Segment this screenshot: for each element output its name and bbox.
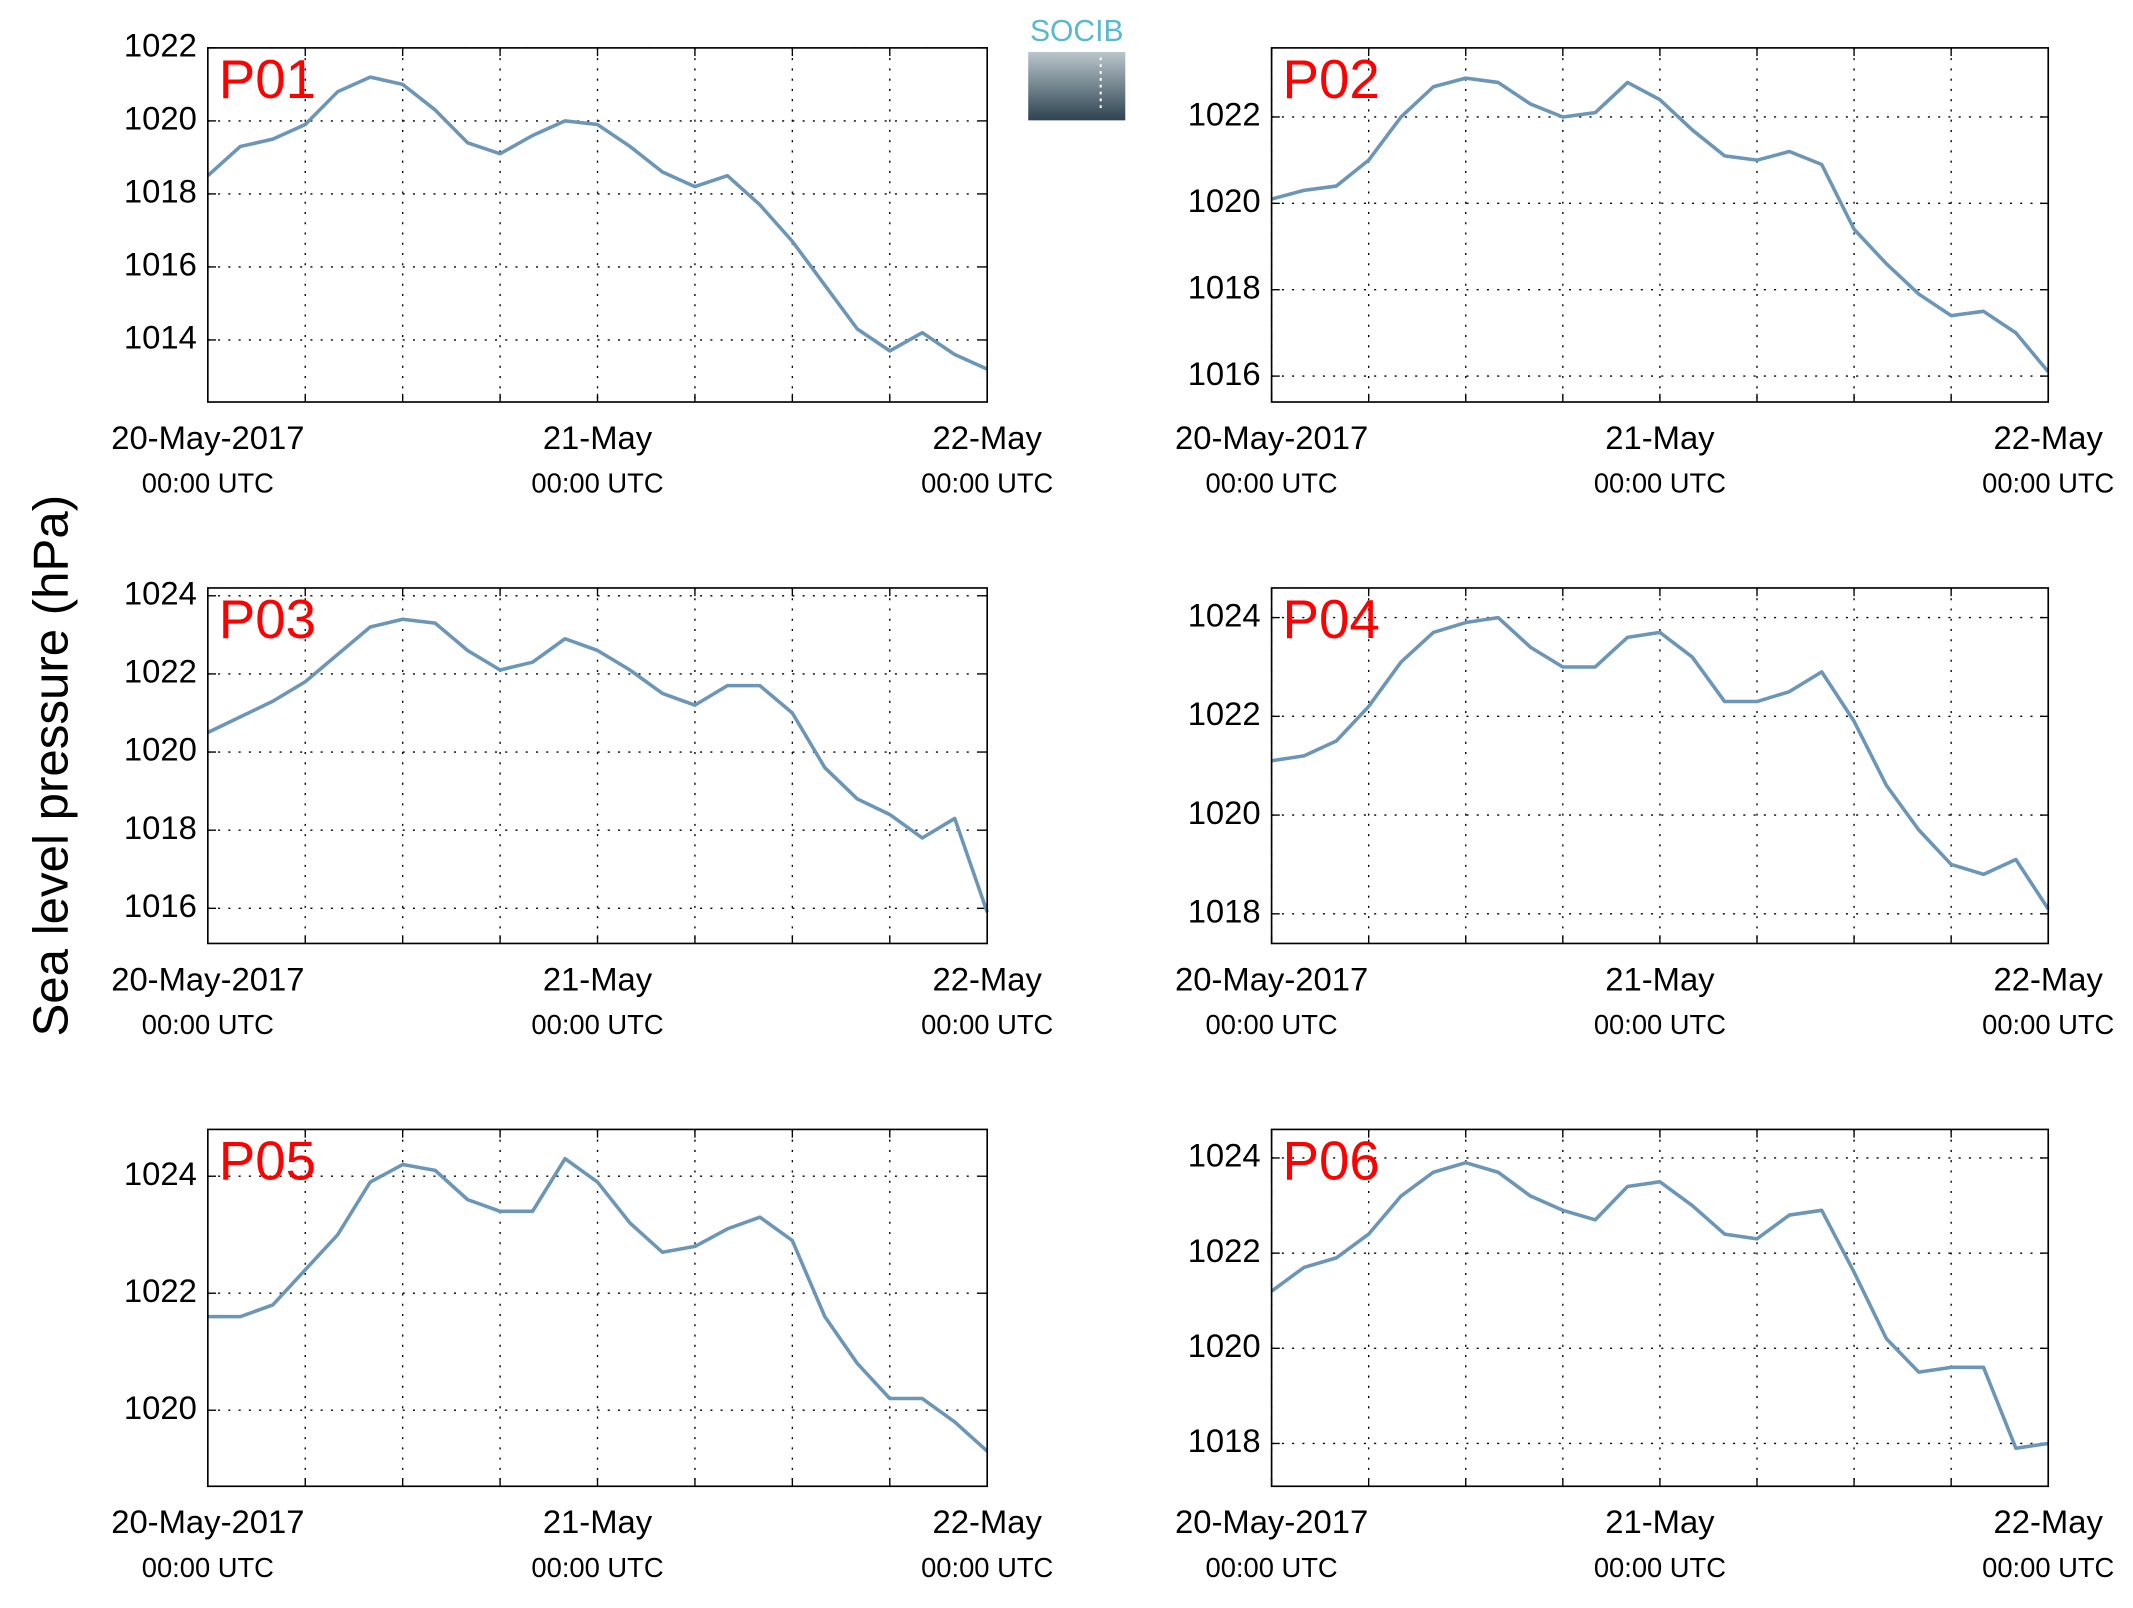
x-tick-sublabel: 00:00 UTC bbox=[1982, 1552, 2114, 1583]
y-tick-label: 1016 bbox=[124, 887, 197, 924]
y-tick-label: 1020 bbox=[1188, 794, 1261, 831]
series-line bbox=[207, 617, 989, 913]
x-tick-sublabel: 00:00 UTC bbox=[1982, 468, 2114, 499]
y-tick-label: 1020 bbox=[1188, 182, 1261, 219]
plot-frame bbox=[1270, 587, 2050, 945]
x-tick-sublabel: 00:00 UTC bbox=[1206, 1552, 1338, 1583]
y-tick-label: 1022 bbox=[124, 1272, 197, 1309]
y-tick-label: 1020 bbox=[124, 100, 197, 137]
x-tick-sublabel: 00:00 UTC bbox=[142, 468, 274, 499]
x-tick-label: 22-May bbox=[933, 419, 1043, 456]
plot-frame bbox=[1270, 47, 2050, 403]
x-tick-label: 22-May bbox=[933, 960, 1043, 997]
x-tick-label: 21-May bbox=[543, 419, 653, 456]
y-tick-label: 1024 bbox=[124, 574, 197, 611]
series-line bbox=[1271, 76, 2050, 373]
x-tick-label: 20-May-2017 bbox=[111, 960, 304, 997]
x-tick-sublabel: 00:00 UTC bbox=[531, 1009, 663, 1040]
x-tick-label: 22-May bbox=[933, 1503, 1043, 1540]
y-tick-label: 1024 bbox=[124, 1155, 197, 1192]
panel-title: P03 bbox=[219, 588, 316, 650]
x-tick-sublabel: 00:00 UTC bbox=[1982, 1009, 2114, 1040]
y-tick-label: 1022 bbox=[1188, 1232, 1261, 1269]
x-tick-sublabel: 00:00 UTC bbox=[531, 468, 663, 499]
panel-title: P02 bbox=[1283, 48, 1380, 110]
x-tick-label: 22-May bbox=[1994, 419, 2104, 456]
y-tick-label: 1022 bbox=[124, 27, 197, 64]
x-tick-label: 20-May-2017 bbox=[111, 419, 304, 456]
x-tick-label: 22-May bbox=[1994, 1503, 2104, 1540]
y-tick-label: 1022 bbox=[1188, 96, 1261, 133]
y-axis-label: Sea level pressure (hPa) bbox=[24, 495, 79, 1037]
y-tick-label: 1020 bbox=[124, 1389, 197, 1426]
series-line bbox=[206, 75, 988, 371]
x-tick-sublabel: 00:00 UTC bbox=[1206, 468, 1338, 499]
x-tick-label: 20-May-2017 bbox=[1175, 960, 1368, 997]
panel-title: P04 bbox=[1283, 588, 1380, 650]
plot-frame bbox=[207, 47, 989, 403]
logo-block bbox=[1028, 51, 1126, 121]
y-tick-label: 1018 bbox=[1188, 268, 1261, 305]
series-line bbox=[207, 1156, 989, 1453]
x-tick-sublabel: 00:00 UTC bbox=[531, 1552, 663, 1583]
logo: SOCIB bbox=[1028, 15, 1126, 121]
x-tick-sublabel: 00:00 UTC bbox=[921, 468, 1053, 499]
series-line bbox=[1271, 615, 2050, 910]
y-tick-label: 1024 bbox=[1188, 1137, 1261, 1174]
x-tick-label: 21-May bbox=[543, 1503, 653, 1540]
x-tick-label: 20-May-2017 bbox=[111, 1503, 304, 1540]
y-tick-label: 1014 bbox=[124, 319, 197, 356]
y-tick-label: 1018 bbox=[1188, 893, 1261, 930]
panel-title: P06 bbox=[1283, 1129, 1380, 1191]
y-tick-label: 1018 bbox=[1188, 1422, 1261, 1459]
series-line bbox=[1270, 1160, 2049, 1450]
x-tick-label: 21-May bbox=[543, 960, 653, 997]
x-tick-label: 21-May bbox=[1605, 419, 1715, 456]
x-tick-sublabel: 00:00 UTC bbox=[1206, 1009, 1338, 1040]
x-tick-sublabel: 00:00 UTC bbox=[1594, 1009, 1726, 1040]
plot-frame bbox=[207, 587, 989, 945]
panel-title: P05 bbox=[219, 1129, 316, 1191]
y-tick-label: 1018 bbox=[124, 173, 197, 210]
x-tick-label: 20-May-2017 bbox=[1175, 1503, 1368, 1540]
x-tick-label: 20-May-2017 bbox=[1175, 419, 1368, 456]
x-tick-sublabel: 00:00 UTC bbox=[1594, 468, 1726, 499]
y-tick-label: 1020 bbox=[124, 731, 197, 768]
y-tick-label: 1016 bbox=[124, 246, 197, 283]
y-tick-label: 1022 bbox=[124, 653, 197, 690]
logo-text: SOCIB bbox=[1030, 15, 1124, 48]
x-tick-label: 21-May bbox=[1605, 960, 1715, 997]
y-tick-label: 1016 bbox=[1188, 355, 1261, 392]
panel-title: P01 bbox=[219, 48, 316, 110]
plot-frame bbox=[1270, 1128, 2050, 1488]
y-tick-label: 1018 bbox=[124, 809, 197, 846]
x-tick-label: 21-May bbox=[1605, 1503, 1715, 1540]
x-tick-sublabel: 00:00 UTC bbox=[921, 1552, 1053, 1583]
y-tick-label: 1024 bbox=[1188, 596, 1261, 633]
plot-frame bbox=[207, 1128, 989, 1488]
x-tick-sublabel: 00:00 UTC bbox=[142, 1552, 274, 1583]
x-tick-sublabel: 00:00 UTC bbox=[921, 1009, 1053, 1040]
x-tick-label: 22-May bbox=[1994, 960, 2104, 997]
y-tick-label: 1020 bbox=[1188, 1327, 1261, 1364]
x-tick-sublabel: 00:00 UTC bbox=[1594, 1552, 1726, 1583]
x-tick-sublabel: 00:00 UTC bbox=[142, 1009, 274, 1040]
y-tick-label: 1022 bbox=[1188, 695, 1261, 732]
